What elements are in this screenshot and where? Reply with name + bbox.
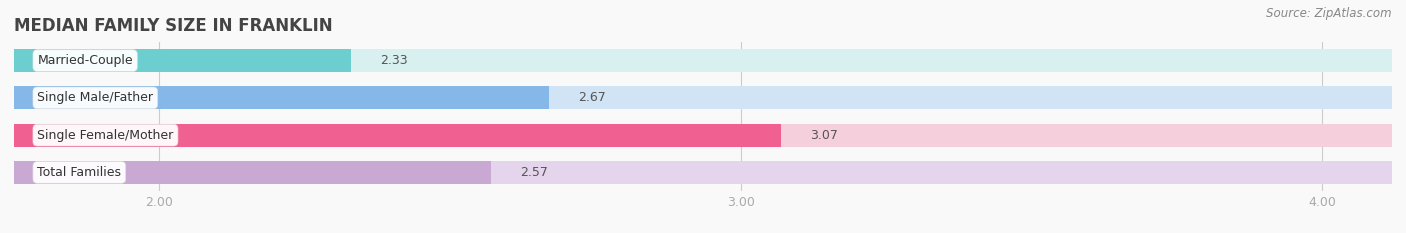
Text: Source: ZipAtlas.com: Source: ZipAtlas.com [1267, 7, 1392, 20]
Bar [14, 86, 1392, 110]
Text: 2.57: 2.57 [520, 166, 548, 179]
Text: Total Families: Total Families [38, 166, 121, 179]
Bar [14, 161, 1392, 184]
Text: 2.67: 2.67 [578, 91, 606, 104]
Text: Married-Couple: Married-Couple [38, 54, 134, 67]
Bar [14, 49, 1392, 72]
Bar [14, 123, 1392, 147]
Text: Single Male/Father: Single Male/Father [38, 91, 153, 104]
Text: MEDIAN FAMILY SIZE IN FRANKLIN: MEDIAN FAMILY SIZE IN FRANKLIN [14, 17, 333, 35]
Text: 2.33: 2.33 [381, 54, 408, 67]
Bar [14, 161, 491, 184]
Bar [14, 49, 352, 72]
Bar [14, 123, 782, 147]
Text: Single Female/Mother: Single Female/Mother [38, 129, 173, 142]
Bar [14, 86, 548, 110]
Text: 3.07: 3.07 [810, 129, 838, 142]
